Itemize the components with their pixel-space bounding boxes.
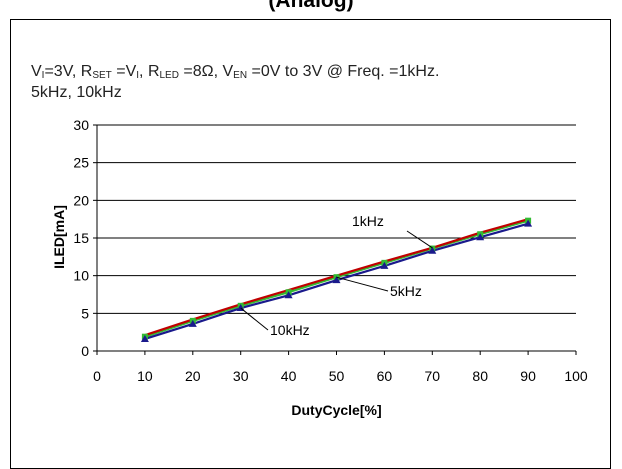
x-tick-label: 80 — [472, 368, 488, 384]
caption-line-1: VI=3V, RSET =VI, RLED =8Ω, VEN =0V to 3V… — [31, 63, 611, 84]
caption-text-2: =V — [111, 63, 137, 80]
tick-labels: 0 5 10 15 20 25 30 0 10 20 30 40 50 60 70 80 90 100 — [73, 117, 587, 384]
caption-line-2: 5kHz, 10kHz — [31, 84, 122, 101]
y-tick-label: 30 — [73, 117, 89, 133]
caption-sub-set: SET — [92, 70, 112, 81]
data-point-10kHz — [188, 319, 197, 327]
x-tick-label: 50 — [329, 368, 345, 384]
grid-lines — [97, 124, 576, 314]
data-point-10kHz — [380, 261, 389, 269]
annotation-label-1kHz: 1kHz — [352, 213, 384, 229]
x-tick-label: 0 — [93, 368, 101, 384]
caption-sub-i-2: I — [136, 70, 140, 81]
data-point-10kHz — [140, 334, 149, 342]
y-tick-label: 0 — [81, 343, 89, 359]
data-point-10kHz — [428, 246, 437, 254]
data-point-10kHz — [524, 219, 533, 227]
caption-text-5: =0V to 3V @ Freq. =1kHz. — [247, 63, 440, 80]
annotations: 1kHz 5kHz 10kHz — [240, 213, 433, 338]
x-tick-label: 20 — [185, 368, 201, 384]
axes — [93, 124, 577, 355]
y-tick-label: 20 — [73, 192, 89, 208]
annotation-label-5kHz: 5kHz — [390, 283, 422, 299]
caption-sub-i: I — [41, 70, 45, 81]
annotation-leader-5kHz — [336, 276, 389, 292]
y-tick-label: 5 — [81, 305, 89, 321]
annotation-label-10kHz: 10kHz — [270, 322, 310, 338]
line-chart: 0 5 10 15 20 25 30 0 10 20 30 40 50 60 70 80 90 100 1kHz 5… — [51, 117, 588, 418]
page-heading-fragment: (Analog) — [268, 0, 354, 12]
data-point-10kHz — [476, 233, 485, 241]
x-tick-label: 70 — [425, 368, 441, 384]
data-point-10kHz — [284, 291, 293, 299]
x-tick-label: 100 — [564, 368, 588, 384]
caption-sub-led: LED — [159, 70, 179, 81]
annotation-leader-10kHz — [240, 307, 269, 331]
y-tick-label: 25 — [73, 155, 89, 171]
caption-v: V — [31, 63, 42, 80]
x-tick-label: 40 — [281, 368, 297, 384]
data-point-10kHz — [332, 276, 341, 284]
caption-text-4: =8Ω, V — [178, 63, 234, 80]
y-tick-label: 15 — [73, 230, 89, 246]
x-tick-label: 30 — [233, 368, 249, 384]
caption-text-1: =3V, R — [44, 63, 93, 80]
y-tick-label: 10 — [73, 268, 89, 284]
caption-sub-en: EN — [233, 70, 248, 81]
x-tick-label: 90 — [520, 368, 536, 384]
x-tick-label: 10 — [137, 368, 153, 384]
x-axis-title: DutyCycle[%] — [291, 402, 381, 418]
annotation-leader-1kHz — [406, 230, 433, 249]
x-tick-label: 60 — [377, 368, 393, 384]
caption-text-3: , R — [139, 63, 160, 80]
y-axis-title: ILED[mA] — [51, 205, 67, 269]
chart-caption: VI=3V, RSET =VI, RLED =8Ω, VEN =0V to 3V… — [31, 63, 611, 101]
